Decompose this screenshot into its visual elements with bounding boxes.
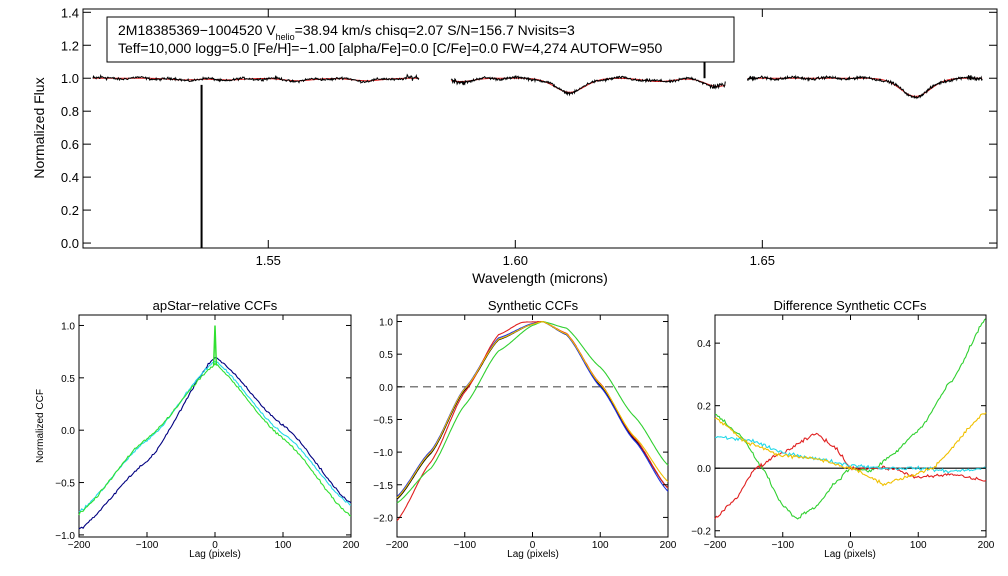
y-tick-label: 0.2 [697, 402, 711, 413]
synthetic-ccf-x-label: Lag (pixels) [507, 549, 559, 560]
y-tick-label: −0.5 [55, 479, 75, 490]
ccf-series-combined [396, 321, 669, 500]
ccf-series-visit-3 [396, 321, 669, 504]
ccf-series-visit-1 [78, 357, 352, 530]
x-tick-label: 200 [343, 540, 360, 551]
y-tick-label: −0.5 [373, 415, 393, 426]
synthetic-ccf-frame [396, 314, 669, 538]
y-tick-label: 1.0 [61, 321, 75, 332]
difference-ccf-panel: Difference Synthetic CCFs −200 −100 0 100 20… [691, 298, 995, 560]
x-tick-label: −100 [771, 540, 794, 551]
spectrum-y-label: Normalized Flux [31, 77, 47, 178]
apstar-ccf-data [78, 325, 352, 530]
y-tick-label: 0.4 [61, 170, 79, 185]
x-tick-label: 1.55 [256, 253, 281, 268]
x-tick-label: 100 [275, 540, 292, 551]
info-line-1: 2M18385369−1004520 Vhelio=38.94 km/s chi… [118, 22, 575, 42]
spectrum-observed-line [450, 74, 726, 97]
spectrum-model-line [451, 77, 726, 93]
apstar-ccf-title: apStar−relative CCFs [153, 298, 278, 313]
apstar-ccf-ticks: −200 −100 0 100 200 −1.0 −0.5 0.0 0.5 1.0 [55, 315, 360, 551]
ccf-series-visit-4 [396, 321, 669, 499]
info-box [106, 16, 735, 63]
difference-ccf-frame [714, 314, 987, 538]
ccf-series-yellow [714, 412, 987, 487]
x-tick-label: −200 [386, 540, 409, 551]
ccf-series-green [714, 318, 987, 520]
x-tick-label: 0 [212, 540, 218, 551]
y-tick-label: −1.0 [55, 531, 75, 542]
spectrum-x-label: Wavelength (microns) [472, 270, 608, 286]
y-tick-label: 0.2 [61, 203, 79, 218]
ccf-series-visit-2 [78, 360, 352, 513]
y-tick-label: −0.2 [691, 527, 711, 538]
difference-ccf-title: Difference Synthetic CCFs [774, 298, 927, 313]
x-tick-label: 0 [530, 540, 536, 551]
x-tick-label: −100 [453, 540, 476, 551]
synthetic-ccf-panel: Synthetic CCFs −200 −100 0 100 200 −2.0 −1.5 −1… [373, 298, 677, 560]
x-tick-label: −200 [704, 540, 727, 551]
x-tick-label: −200 [68, 540, 91, 551]
spectrum-frame [82, 8, 998, 249]
y-tick-label: 0.5 [379, 350, 393, 361]
spectrum-ticks: 1.55 1.60 1.65 0.0 0.2 0.4 0.6 0.8 1.0 1.2 1.4 [61, 5, 997, 268]
x-tick-label: 200 [660, 540, 677, 551]
apstar-ccf-frame [78, 314, 352, 538]
synthetic-ccf-data [396, 320, 669, 522]
y-tick-label: 0.0 [61, 426, 75, 437]
x-tick-label: −100 [136, 540, 159, 551]
y-tick-label: 0.4 [697, 339, 711, 350]
ccf-peak-spike [212, 325, 218, 366]
x-tick-label: 0 [848, 540, 854, 551]
y-tick-label: 0.0 [61, 236, 79, 251]
ccf-series-visit-2 [396, 320, 669, 522]
x-tick-label: 100 [910, 540, 927, 551]
x-tick-label: 100 [592, 540, 609, 551]
y-tick-label: −2.0 [373, 513, 393, 524]
x-tick-label: 1.60 [503, 253, 528, 268]
spectrum-data [92, 61, 983, 248]
y-tick-label: 0.0 [697, 464, 711, 475]
difference-ccf-ticks: −200 −100 0 100 200 −0.2 0.0 0.2 0.4 [691, 315, 995, 551]
y-tick-label: 1.2 [61, 38, 79, 53]
difference-ccf-x-label: Lag (pixels) [824, 549, 876, 560]
apstar-ccf-panel: apStar−relative CCFs −200 −100 0 100 200 −1.0… [35, 298, 360, 560]
y-tick-label: 1.4 [61, 5, 79, 20]
spectrum-observed-line [747, 74, 983, 100]
y-tick-label: −1.5 [373, 481, 393, 492]
apstar-ccf-y-label: Normalized CCF [35, 389, 46, 463]
y-tick-label: 1.0 [379, 318, 393, 329]
y-tick-label: −1.0 [373, 448, 393, 459]
synthetic-ccf-ticks: −200 −100 0 100 200 −2.0 −1.5 −1.0 −0.5 0.0 0.5 1.0 [373, 315, 677, 551]
spectrum-panel: 1.55 1.60 1.65 0.0 0.2 0.4 0.6 0.8 1.0 1.2 1.4 2M1… [31, 5, 998, 286]
ccf-series-visit-3 [78, 362, 352, 517]
ccf-series-red [714, 432, 987, 520]
ccf-series-visit-1 [396, 321, 669, 497]
x-tick-label: 200 [978, 540, 995, 551]
apstar-ccf-x-label: Lag (pixels) [189, 549, 241, 560]
difference-ccf-data [714, 318, 987, 520]
x-tick-label: 1.65 [750, 253, 775, 268]
info-line-2: Teff=10,000 logg=5.0 [Fe/H]=−1.00 [alpha… [118, 40, 662, 56]
y-tick-label: 0.6 [61, 137, 79, 152]
y-tick-label: 1.0 [61, 71, 79, 86]
spectrum-observed-line [92, 73, 420, 84]
y-tick-label: 0.8 [61, 104, 79, 119]
synthetic-ccf-title: Synthetic CCFs [488, 298, 579, 313]
y-tick-label: 0.0 [379, 383, 393, 394]
y-tick-label: 0.5 [61, 374, 75, 385]
